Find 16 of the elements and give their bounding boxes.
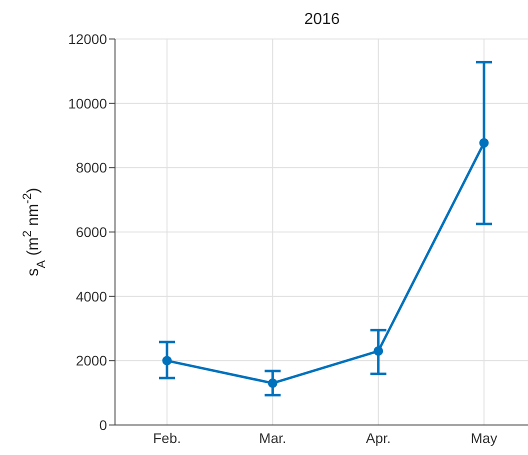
chart-title: 2016: [304, 11, 340, 28]
y-tick-label: 2000: [76, 352, 108, 369]
x-tick-label: Mar.: [259, 430, 286, 446]
y-tick-label: 6000: [76, 224, 108, 240]
x-tick-label: May: [470, 430, 498, 446]
y-tick-label: 4000: [76, 288, 108, 304]
x-tick-label: Feb.: [152, 430, 182, 446]
y-tick-label: 10000: [68, 95, 108, 112]
x-tick-label: Apr.: [366, 430, 391, 446]
point: [479, 138, 489, 148]
y-tick-label: 12000: [68, 30, 108, 47]
point: [162, 356, 172, 366]
point: [374, 346, 384, 356]
y-tick-label: 0: [99, 416, 108, 433]
y-tick-label: 8000: [76, 160, 108, 176]
point: [268, 378, 278, 388]
